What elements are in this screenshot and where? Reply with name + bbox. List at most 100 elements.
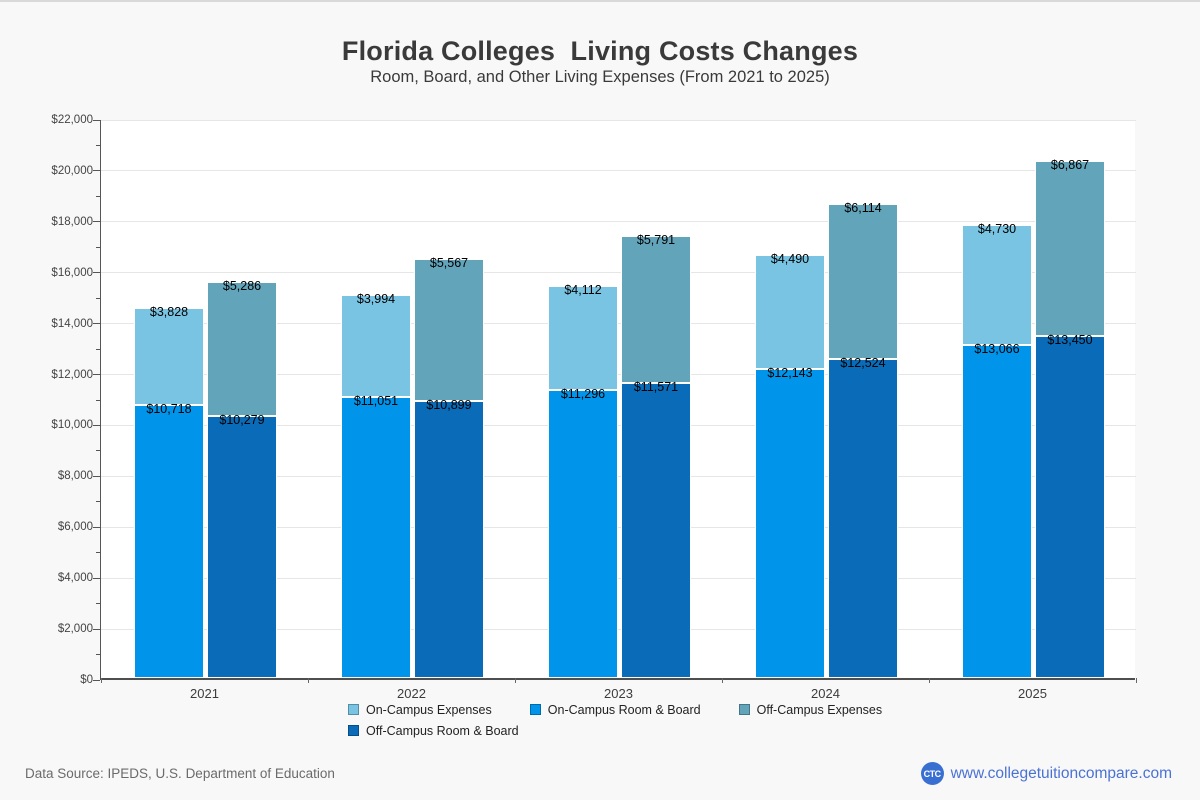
legend-item-label: On-Campus Expenses: [366, 702, 492, 717]
bar-on-campus-on_campus_expenses-2023: [548, 285, 618, 391]
y-axis-major-tick: [93, 323, 100, 325]
y-axis-minor-tick: [96, 603, 100, 605]
bar-value-label: $4,730: [977, 222, 1017, 236]
bar-value-label: $11,051: [353, 393, 399, 408]
bar-value-label: $3,994: [356, 292, 396, 307]
y-axis-major-tick: [93, 424, 100, 426]
bar-on-campus-on_campus_room_board-2021: [134, 405, 204, 678]
bar-value-label: $3,828: [149, 304, 189, 319]
legend-item-off_campus_expenses[interactable]: Off-Campus Expenses: [738, 701, 883, 718]
bar-off-campus-off_campus_room_board-2022: [414, 400, 484, 678]
y-gridline: [101, 424, 1136, 426]
legend: On-Campus Expenses On-Campus Room & Board…: [348, 701, 893, 739]
y-axis-major-tick: [93, 577, 100, 579]
legend-item-on_campus_expenses[interactable]: On-Campus Expenses: [348, 701, 492, 718]
legend-marker-icon: [738, 704, 750, 715]
bar-on-campus-on_campus_room_board-2025: [962, 345, 1032, 678]
legend-item-label: Off-Campus Expenses: [756, 702, 883, 717]
x-axis-tick: [1135, 678, 1137, 683]
bar-value-label: $10,718: [146, 402, 192, 417]
plot-area: $0 $2,000 $4,000 $6,000 $8,000 $10,000 $12,000…: [51, 114, 1137, 701]
legend-item-off_campus_room_board[interactable]: Off-Campus Room & Board: [348, 722, 519, 739]
y-gridline: [101, 526, 1136, 528]
y-gridline: [101, 272, 1136, 274]
bar-on-campus-on_campus_room_board-2022: [341, 396, 411, 678]
bar-off-campus-off_campus_room_board-2023: [621, 383, 691, 678]
bar-value-label: $6,114: [844, 200, 882, 215]
y-gridline: [101, 577, 1136, 579]
y-gridline: [101, 323, 1136, 325]
y-gridline: [101, 374, 1136, 376]
x-axis-category-label: 2023: [604, 686, 633, 701]
y-axis-minor-tick: [96, 399, 100, 401]
bar-value-label: $10,899: [426, 397, 472, 412]
bar-on-campus-on_campus_expenses-2025: [962, 225, 1032, 346]
legend-item-label: On-Campus Room & Board: [547, 702, 701, 717]
bar-value-label: $10,279: [219, 413, 265, 428]
bar-off-campus-off_campus_expenses-2024: [828, 203, 898, 360]
y-axis-major-tick: [93, 221, 100, 223]
y-axis-major-tick: [93, 374, 100, 376]
y-axis-minor-tick: [96, 501, 100, 503]
x-axis-category-label: 2021: [190, 686, 219, 701]
bar-on-campus-on_campus_expenses-2024: [755, 254, 825, 369]
y-axis-major-tick: [93, 475, 100, 477]
y-axis-tick-label: $16,000: [51, 266, 93, 279]
x-axis-tick: [721, 678, 723, 683]
bar-value-label: $11,571: [633, 380, 679, 395]
bar-value-label: $13,066: [974, 342, 1020, 357]
bar-on-campus-on_campus_expenses-2021: [134, 307, 204, 406]
bar-on-campus-on_campus_expenses-2022: [341, 295, 411, 397]
y-axis-tick-label: $10,000: [51, 419, 93, 432]
bar-value-label: $5,286: [222, 278, 262, 293]
bar-value-label: $12,143: [767, 365, 813, 380]
y-gridline: [101, 170, 1136, 172]
brand-link[interactable]: CTC www.collegetuitioncompare.com: [920, 762, 1172, 785]
y-axis-tick-label: $14,000: [51, 317, 93, 330]
bar-value-label: $5,791: [636, 233, 676, 248]
bar-value-label: $11,296: [560, 387, 606, 402]
bar-value-label: $4,490: [770, 251, 810, 266]
y-axis-tick-label: $12,000: [51, 368, 93, 381]
legend-marker-icon: [348, 704, 359, 715]
y-axis-tick-label: $22,000: [51, 114, 93, 126]
x-axis-tick: [307, 678, 309, 683]
y-axis-minor-tick: [96, 552, 100, 554]
bar-on-campus-on_campus_room_board-2023: [548, 390, 618, 678]
y-gridline: [101, 475, 1136, 477]
bar-value-label: $12,524: [840, 356, 886, 371]
legend-marker-icon: [529, 704, 541, 715]
chart-title: Florida Colleges Living Costs Changes: [341, 36, 859, 66]
x-axis-category-label: 2024: [811, 686, 840, 701]
y-gridline: [101, 628, 1136, 630]
x-axis-category-label: 2025: [1018, 686, 1047, 701]
y-axis-minor-tick: [96, 297, 100, 299]
bar-off-campus-off_campus_expenses-2025: [1035, 160, 1105, 336]
ctc-logo-icon: CTC: [920, 762, 944, 785]
legend-item-on_campus_room_board[interactable]: On-Campus Room & Board: [529, 701, 701, 718]
y-gridline: [101, 221, 1136, 223]
x-axis-tick: [928, 678, 930, 683]
legend-item-label: Off-Campus Room & Board: [366, 723, 519, 738]
x-axis-tick: [514, 678, 516, 683]
y-axis-minor-tick: [96, 450, 100, 452]
brand-url[interactable]: www.collegetuitioncompare.com: [950, 764, 1172, 782]
y-axis-tick-label: $6,000: [57, 521, 93, 534]
bar-off-campus-off_campus_expenses-2023: [621, 236, 691, 384]
x-axis-tick: [100, 678, 102, 683]
y-axis-minor-tick: [96, 195, 100, 197]
y-axis-tick-label: $4,000: [57, 572, 93, 585]
chart-subtitle: Room, Board, and Other Living Expenses (…: [370, 68, 830, 86]
y-axis-major-tick: [93, 119, 100, 121]
bar-off-campus-off_campus_expenses-2022: [414, 258, 484, 401]
bar-value-label: $13,450: [1047, 332, 1093, 347]
y-axis-major-tick: [93, 526, 100, 528]
y-axis-minor-tick: [96, 654, 100, 656]
y-axis-major-tick: [93, 628, 100, 630]
bar-value-label: $5,567: [429, 255, 469, 270]
bar-off-campus-off_campus_expenses-2021: [207, 281, 277, 417]
y-axis-tick-label: $0: [80, 674, 93, 686]
y-axis-tick-label: $8,000: [57, 470, 93, 483]
bar-value-label: $4,112: [564, 282, 602, 297]
bar-off-campus-off_campus_room_board-2024: [828, 359, 898, 678]
